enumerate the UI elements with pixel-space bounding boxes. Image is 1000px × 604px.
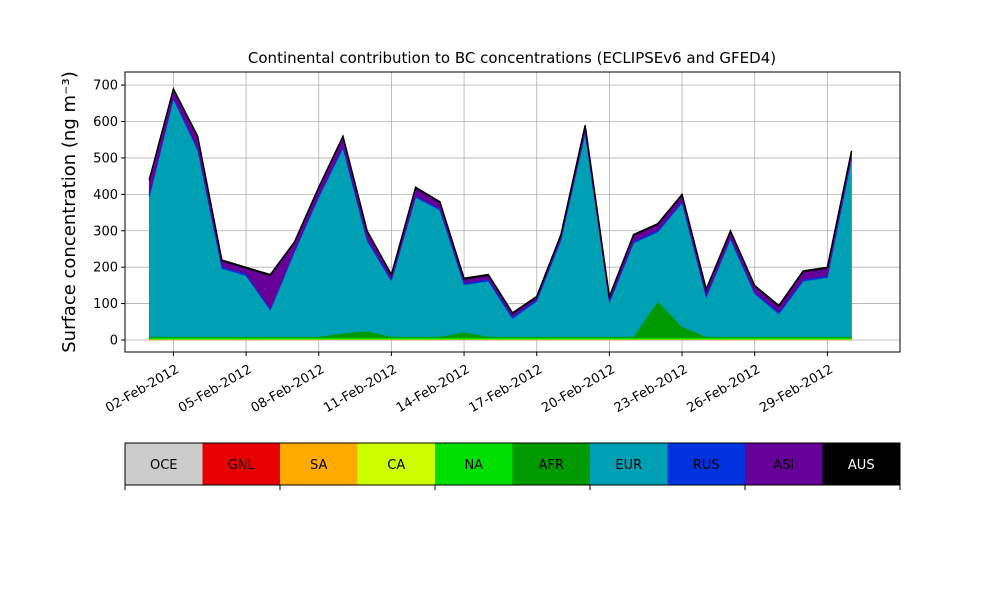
legend-label: SA	[310, 458, 327, 473]
legend-label: AUS	[848, 458, 875, 473]
legend-label: NA	[464, 458, 483, 473]
legend-label: GNL	[228, 458, 256, 473]
y-tick-label: 200	[93, 261, 118, 276]
y-tick-label: 600	[93, 115, 118, 130]
y-tick-label: 500	[93, 151, 118, 166]
chart-title: Continental contribution to BC concentra…	[248, 49, 776, 67]
legend-label: RUS	[693, 458, 720, 473]
legend-label: CA	[387, 458, 405, 473]
y-tick-label: 100	[93, 297, 118, 312]
y-tick-label: 300	[93, 224, 118, 239]
y-tick-label: 0	[110, 333, 118, 348]
legend-label: AFR	[539, 458, 564, 473]
legend-label: OCE	[150, 458, 178, 473]
y-axis-label: Surface concentration (ng m⁻³)	[59, 71, 80, 353]
y-tick-label: 700	[93, 79, 118, 94]
legend-label: ASI	[773, 458, 794, 473]
legend-label: EUR	[615, 458, 642, 473]
y-tick-label: 400	[93, 188, 118, 203]
